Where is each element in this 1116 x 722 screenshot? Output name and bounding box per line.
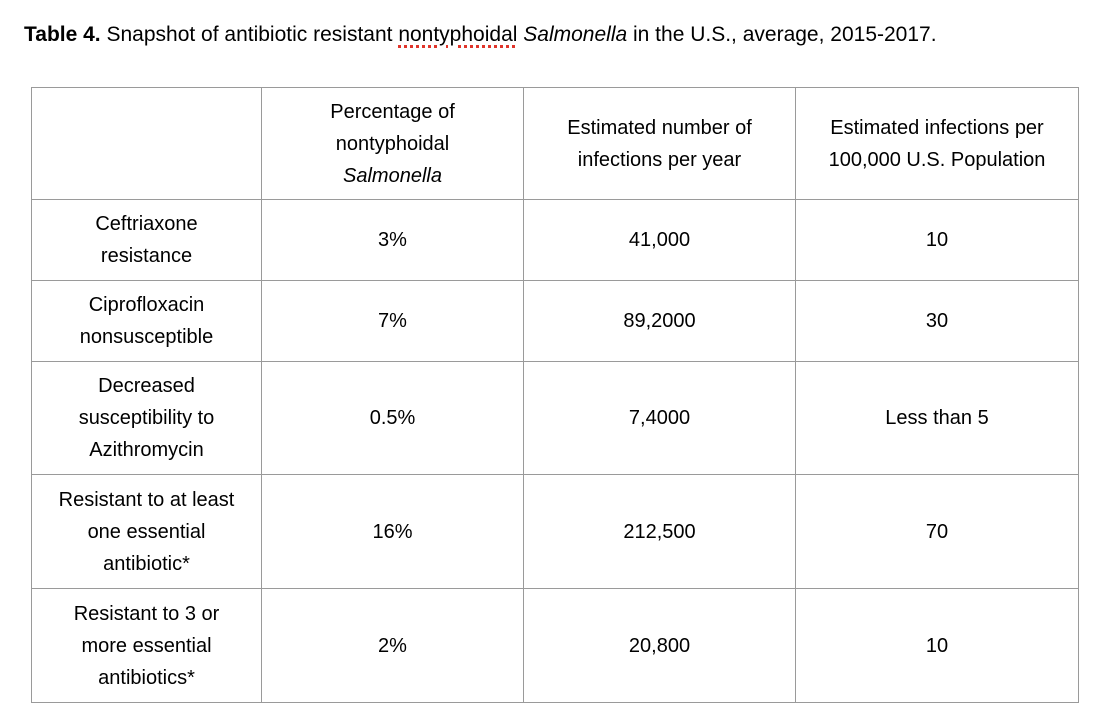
header-text: infections per year <box>577 148 742 171</box>
header-text: nontyphoidal <box>335 132 450 155</box>
table-row: Decreased susceptibility to Azithromycin… <box>31 361 1079 475</box>
per-100k-cell: 10 <box>795 199 1079 281</box>
row-label-text: Resistant to at least <box>58 488 235 511</box>
header-text: Percentage of <box>330 100 455 123</box>
percentage-cell: 0.5% <box>261 361 524 475</box>
table-number: Table 4. <box>24 23 101 46</box>
table-row: Resistant to 3 or more essential antibio… <box>31 588 1079 703</box>
header-text: Estimated number of <box>567 116 752 139</box>
row-label-text: Decreased <box>98 375 195 397</box>
percentage-cell: 2% <box>261 588 524 703</box>
per-100k-cell: 70 <box>795 474 1079 589</box>
caption-text-end: in the U.S., average, 2015-2017. <box>627 23 937 46</box>
row-label-text: nonsusceptible <box>79 326 214 348</box>
row-label-cell: Decreased susceptibility to Azithromycin <box>31 361 262 475</box>
header-text: Estimated infections per <box>830 116 1044 139</box>
row-label-text: more essential <box>81 634 212 657</box>
header-cell-percentage: Percentage of nontyphoidal Salmonella <box>261 87 524 200</box>
row-label-cell: Ciprofloxacin nonsusceptible <box>31 280 262 362</box>
table-row: Resistant to at least one essential anti… <box>31 474 1079 589</box>
row-label-cell: Ceftriaxone resistance <box>31 199 262 281</box>
caption-text: Snapshot of antibiotic resistant <box>100 23 399 46</box>
per-100k-cell: 10 <box>795 588 1079 703</box>
row-label-text: Azithromycin <box>89 439 204 461</box>
percentage-cell: 7% <box>261 280 524 362</box>
per-100k-cell: Less than 5 <box>795 361 1079 475</box>
row-label-text: one essential <box>87 520 206 543</box>
table-row: Ceftriaxone resistance 3% 41,000 10 <box>31 199 1079 281</box>
row-label-text: Ciprofloxacin <box>88 294 205 316</box>
header-text: 100,000 U.S. Population <box>828 148 1046 171</box>
percentage-cell: 16% <box>261 474 524 589</box>
infections-cell: 20,800 <box>523 588 796 703</box>
row-label-text: antibiotics* <box>98 666 195 689</box>
row-label-text: antibiotic* <box>103 552 190 575</box>
header-cell-empty <box>31 87 262 200</box>
infections-cell: 89,2000 <box>523 280 796 362</box>
row-label-text: susceptibility to <box>78 407 215 429</box>
table-caption: Table 4. Snapshot of antibiotic resistan… <box>24 20 937 50</box>
row-label-text: resistance <box>100 245 193 267</box>
row-label-cell: Resistant to 3 or more essential antibio… <box>31 588 262 703</box>
per-100k-cell: 30 <box>795 280 1079 362</box>
percentage-cell: 3% <box>261 199 524 281</box>
row-label-cell: Resistant to at least one essential anti… <box>31 474 262 589</box>
row-label-text: Ceftriaxone <box>95 213 198 235</box>
resistance-table: Percentage of nontyphoidal Salmonella Es… <box>31 87 1079 703</box>
caption-misspelled-word[interactable]: nontyphoidal <box>398 23 518 46</box>
infections-cell: 7,4000 <box>523 361 796 475</box>
infections-cell: 212,500 <box>523 474 796 589</box>
header-row: Percentage of nontyphoidal Salmonella Es… <box>31 87 1079 200</box>
table-row: Ciprofloxacin nonsusceptible 7% 89,2000 … <box>31 280 1079 362</box>
header-cell-infections-per-year: Estimated number of infections per year <box>523 87 796 200</box>
header-text: Salmonella <box>343 164 442 187</box>
row-label-text: Resistant to 3 or <box>73 602 220 625</box>
infections-cell: 41,000 <box>523 199 796 281</box>
caption-italic-word: Salmonella <box>523 23 628 46</box>
header-cell-per-100k: Estimated infections per 100,000 U.S. Po… <box>795 87 1079 200</box>
